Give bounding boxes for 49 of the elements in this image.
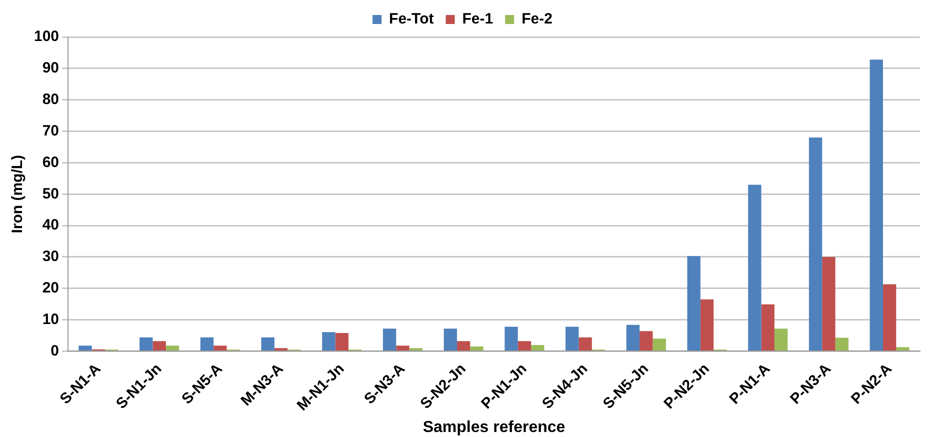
bar [470, 346, 484, 350]
y-tick-label: 30 [42, 248, 60, 266]
bar [322, 332, 336, 350]
bar [200, 337, 214, 350]
bar [882, 284, 896, 350]
y-tick-label: 90 [42, 60, 60, 77]
bar [687, 256, 700, 350]
bar [214, 346, 227, 350]
y-tick-label: 40 [42, 216, 60, 234]
x-axis-title: Samples reference [422, 418, 566, 436]
bar [335, 333, 348, 350]
y-tick-label: 0 [50, 342, 60, 360]
bar [748, 184, 762, 350]
y-tick-label: 50 [42, 185, 60, 202]
bar [531, 344, 544, 350]
bar [626, 324, 640, 350]
bar [166, 346, 180, 350]
y-axis-title: Iron (mg/L) [9, 154, 26, 234]
bar [566, 326, 579, 350]
bar [578, 337, 592, 350]
legend-label: Fe-2 [522, 10, 552, 28]
bar [444, 328, 457, 350]
bar [700, 299, 714, 350]
bar [870, 60, 883, 350]
bar [835, 338, 848, 350]
bar [504, 326, 518, 350]
y-tick-label: 80 [42, 90, 60, 108]
bar [761, 304, 774, 350]
bar [896, 347, 910, 350]
bar [382, 328, 396, 350]
bar [518, 341, 532, 350]
bar [456, 341, 470, 350]
bar [652, 338, 666, 350]
y-tick-label: 100 [34, 28, 60, 46]
bar [78, 346, 92, 350]
bar [774, 328, 788, 350]
bar [261, 337, 274, 350]
bar [822, 256, 836, 350]
y-tick-label: 10 [42, 310, 60, 328]
legend-label: Fe-Tot [389, 10, 434, 28]
y-tick-label: 20 [42, 280, 60, 297]
y-tick-label: 60 [42, 154, 60, 171]
bar [640, 331, 653, 350]
bar [396, 346, 410, 350]
y-tick-label: 70 [42, 122, 60, 140]
legend-label: Fe-1 [462, 10, 494, 28]
bar [152, 341, 166, 350]
bar [140, 337, 153, 350]
bar [808, 138, 822, 350]
